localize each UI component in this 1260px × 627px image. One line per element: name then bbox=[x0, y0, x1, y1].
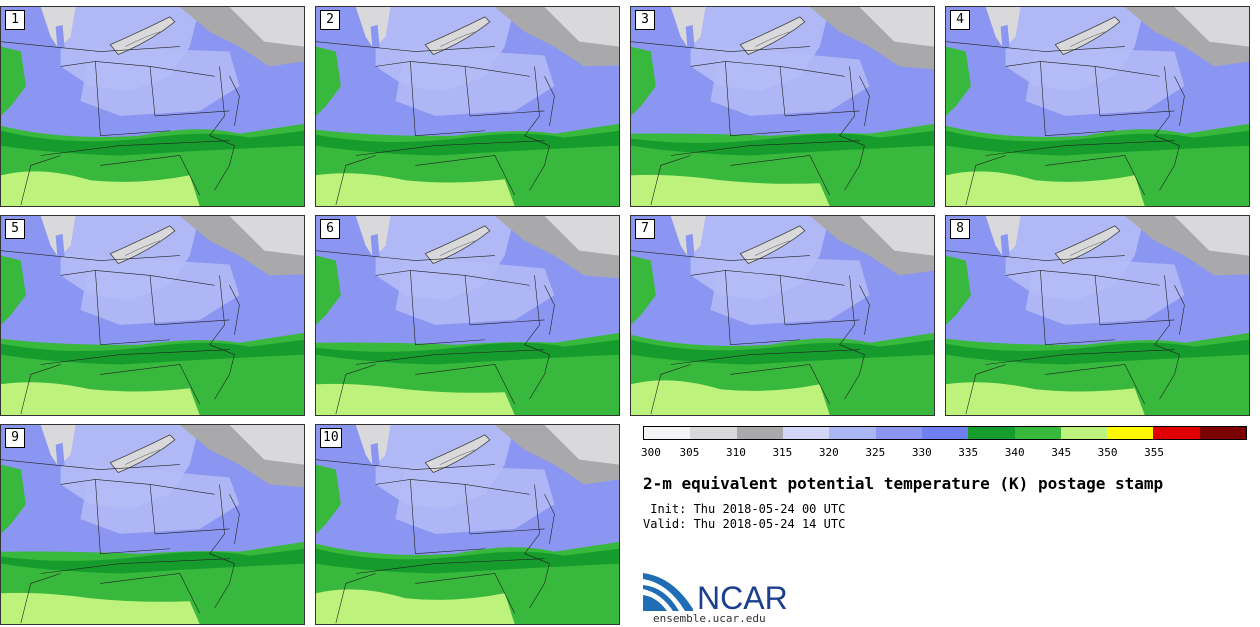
colorbar-tick-label: 320 bbox=[818, 446, 839, 459]
ensemble-member-map: 9 bbox=[0, 424, 305, 625]
member-number-label: 4 bbox=[950, 10, 970, 30]
colorbar-segment bbox=[782, 427, 830, 439]
site-url[interactable]: ensemble.ucar.edu bbox=[653, 612, 766, 625]
colorbar-segment bbox=[829, 427, 876, 439]
colorbar-tick-label: 345 bbox=[1051, 446, 1072, 459]
plot-title: 2-m equivalent potential temperature (K)… bbox=[643, 474, 1164, 493]
init-time: Init: Thu 2018-05-24 00 UTC bbox=[643, 502, 846, 516]
colorbar-segment bbox=[1107, 427, 1154, 439]
ensemble-member-map: 4 bbox=[945, 6, 1250, 207]
member-number-label: 6 bbox=[320, 219, 340, 239]
colorbar-tick-label: 315 bbox=[772, 446, 793, 459]
colorbar-tick-label: 350 bbox=[1097, 446, 1118, 459]
member-number-label: 3 bbox=[635, 10, 655, 30]
colorbar-segment bbox=[644, 427, 691, 439]
colorbar-tick-label: 330 bbox=[911, 446, 932, 459]
colorbar-segment bbox=[1199, 427, 1247, 439]
member-number-label: 7 bbox=[635, 219, 655, 239]
colorbar-segment bbox=[690, 427, 737, 439]
colorbar-tick-label: 355 bbox=[1144, 446, 1164, 459]
colorbar-segment bbox=[1060, 427, 1108, 439]
colorbar-segment bbox=[1153, 427, 1200, 439]
ncar-logo-text: NCAR bbox=[697, 580, 788, 613]
colorbar-ticks: 300 305 310 315 320 325 330 335 340 345 350 355 bbox=[641, 446, 1247, 460]
colorbar-tick-label: 325 bbox=[865, 446, 886, 459]
colorbar-segment bbox=[736, 427, 783, 439]
member-number-label: 8 bbox=[950, 219, 970, 239]
member-number-label: 2 bbox=[320, 10, 340, 30]
member-number-label: 10 bbox=[320, 428, 342, 448]
colorbar-segment bbox=[968, 427, 1015, 439]
ensemble-member-map: 7 bbox=[630, 215, 935, 416]
ncar-logo: NCAR bbox=[643, 573, 788, 613]
ensemble-member-map: 5 bbox=[0, 215, 305, 416]
member-number-label: 5 bbox=[5, 219, 25, 239]
ensemble-member-map: 1 bbox=[0, 6, 305, 207]
member-number-label: 1 bbox=[5, 10, 25, 30]
colorbar-tick-label: 310 bbox=[725, 446, 746, 459]
colorbar bbox=[643, 426, 1247, 440]
ensemble-member-map: 10 bbox=[315, 424, 620, 625]
colorbar-segment bbox=[921, 427, 969, 439]
colorbar-segment bbox=[875, 427, 922, 439]
ensemble-member-map: 2 bbox=[315, 6, 620, 207]
colorbar-segment bbox=[1014, 427, 1061, 439]
member-number-label: 9 bbox=[5, 428, 25, 448]
colorbar-tick-label: 305 bbox=[679, 446, 700, 459]
colorbar-tick-label: 340 bbox=[1004, 446, 1025, 459]
valid-time: Valid: Thu 2018-05-24 14 UTC bbox=[643, 517, 846, 531]
ensemble-member-map: 3 bbox=[630, 6, 935, 207]
colorbar-tick-label: 300 bbox=[641, 446, 661, 459]
colorbar-tick-label: 335 bbox=[958, 446, 979, 459]
ensemble-member-map: 6 bbox=[315, 215, 620, 416]
ensemble-member-map: 8 bbox=[945, 215, 1250, 416]
